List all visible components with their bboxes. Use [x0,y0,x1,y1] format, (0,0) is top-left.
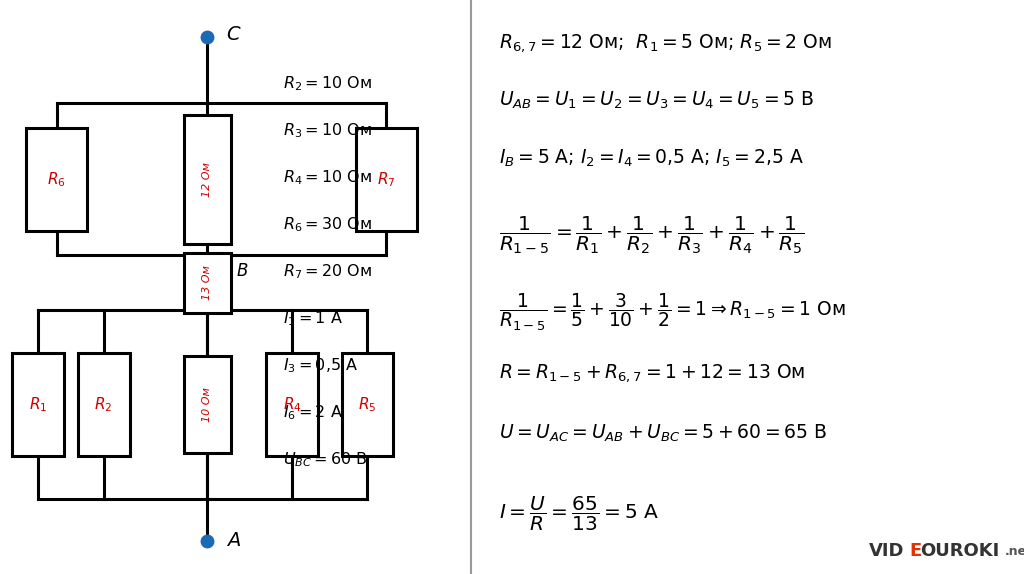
Text: $\dfrac{1}{R_{1-5}} = \dfrac{1}{R_1} + \dfrac{1}{R_2} + \dfrac{1}{R_3} + \dfrac{: $\dfrac{1}{R_{1-5}} = \dfrac{1}{R_1} + \… [499,215,804,256]
FancyBboxPatch shape [12,353,63,456]
Text: $R_3 = 10$ Ом: $R_3 = 10$ Ом [283,121,372,139]
Text: $R_{6,7} = 12$ Ом;  $R_1 = 5$ Ом; $R_5 = 2$ Ом: $R_{6,7} = 12$ Ом; $R_1 = 5$ Ом; $R_5 = … [499,32,831,54]
Text: $C$: $C$ [226,25,242,44]
Text: $A$: $A$ [226,531,241,550]
Text: $I_1 = 1$ А: $I_1 = 1$ А [283,309,343,328]
Text: $R_4$: $R_4$ [283,395,301,414]
Text: $U_{BC} = 60$ В: $U_{BC} = 60$ В [283,451,368,469]
Text: $I_3 = 0{,}5$ А: $I_3 = 0{,}5$ А [283,356,358,375]
Text: 10 Ом: 10 Ом [203,387,212,422]
FancyBboxPatch shape [355,127,417,231]
Text: 13 Ом: 13 Ом [203,265,212,300]
Text: $R_5$: $R_5$ [358,395,377,414]
Text: $R_7$: $R_7$ [377,170,395,189]
Text: $I = \dfrac{U}{R} = \dfrac{65}{13} = 5$ А: $I = \dfrac{U}{R} = \dfrac{65}{13} = 5$ … [499,495,658,533]
Text: $\dfrac{1}{R_{1-5}} = \dfrac{1}{5} + \dfrac{3}{10} + \dfrac{1}{2} = 1 \Rightarro: $\dfrac{1}{R_{1-5}} = \dfrac{1}{5} + \df… [499,292,846,333]
Text: 12 Ом: 12 Ом [203,162,212,197]
Text: $R_6 = 30$ Ом: $R_6 = 30$ Ом [283,215,372,234]
Text: $U = U_{AC} = U_{AB} + U_{BC} = 5 + 60 = 65$ В: $U = U_{AC} = U_{AB} + U_{BC} = 5 + 60 =… [499,422,826,444]
Text: $R_7 = 20$ Ом: $R_7 = 20$ Ом [283,262,372,281]
FancyBboxPatch shape [342,353,393,456]
Text: $R_1$: $R_1$ [29,395,47,414]
Text: $R = R_{1-5} + R_{6,7} = 1 + 12 = 13$ Ом: $R = R_{1-5} + R_{6,7} = 1 + 12 = 13$ Ом [499,362,805,384]
Text: VID: VID [869,542,904,560]
Text: $R_2 = 10$ Ом: $R_2 = 10$ Ом [283,74,372,92]
Text: $I_B = 5$ А; $I_2 = I_4 = 0{,}5$ А; $I_5 = 2{,}5$ А: $I_B = 5$ А; $I_2 = I_4 = 0{,}5$ А; $I_5… [499,147,804,169]
Text: Е: Е [909,542,922,560]
Text: $R_2$: $R_2$ [94,395,113,414]
Text: OUROKI: OUROKI [920,542,999,560]
Text: .net: .net [1005,545,1024,557]
FancyBboxPatch shape [183,356,230,453]
FancyBboxPatch shape [183,115,230,244]
Text: $U_{AB} = U_1 = U_2 = U_3 = U_4 = U_5 = 5$ В: $U_{AB} = U_1 = U_2 = U_3 = U_4 = U_5 = … [499,90,814,111]
Text: $I_6 = 2$ А: $I_6 = 2$ А [283,404,343,422]
FancyBboxPatch shape [183,253,230,313]
FancyBboxPatch shape [78,353,130,456]
Text: $R_4 = 10$ Ом: $R_4 = 10$ Ом [283,168,372,187]
FancyBboxPatch shape [26,127,87,231]
Text: $B$: $B$ [236,262,248,280]
Text: $R_6$: $R_6$ [47,170,66,189]
FancyBboxPatch shape [266,353,317,456]
